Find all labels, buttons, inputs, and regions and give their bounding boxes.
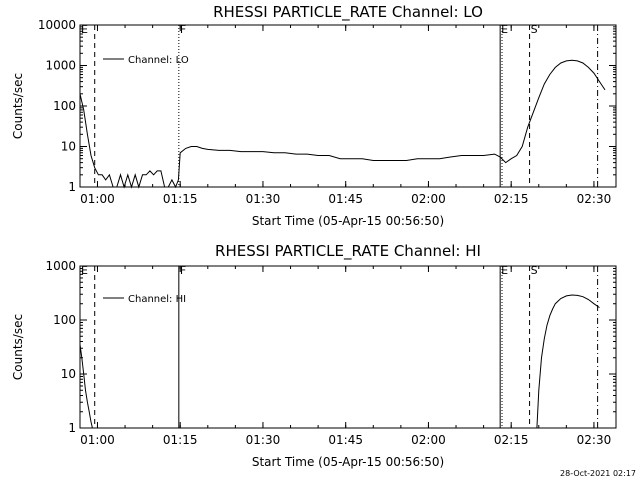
x-axis-label: Start Time (05-Apr-15 00:56:50)	[252, 455, 444, 469]
x-tick-label: 01:15	[163, 433, 198, 447]
x-tick-label: 01:00	[80, 433, 115, 447]
legend-label: Channel: HI	[128, 294, 186, 305]
y-tick-label: 10000	[38, 18, 76, 32]
series-line	[79, 294, 600, 429]
chart-panel-lo: RHESSI PARTICLE_RATE Channel: LO Counts/…	[11, 3, 617, 228]
y-tick-label: 1000	[45, 259, 76, 273]
y-tick-label: 100	[53, 99, 76, 113]
x-tick-label: 02:30	[577, 433, 612, 447]
flag-label: S	[531, 23, 538, 36]
y-tick-label: 1	[68, 421, 76, 435]
x-tick-label: 01:45	[328, 192, 363, 206]
x-tick-label: 02:15	[494, 433, 529, 447]
y-tick-label: 100	[53, 313, 76, 327]
series-line	[79, 59, 606, 189]
flag-label: S	[531, 264, 538, 277]
legend-label: Channel: LO	[128, 55, 189, 66]
x-tick-label: 01:00	[80, 192, 115, 206]
series-group	[79, 294, 600, 429]
chart-title: RHESSI PARTICLE_RATE Channel: HI	[215, 242, 481, 261]
plot-frame	[79, 265, 617, 429]
x-tick-label: 02:00	[411, 192, 446, 206]
flag-label: E	[501, 23, 508, 36]
y-tick-label: 1000	[45, 59, 76, 73]
flag-label: F	[180, 23, 186, 36]
y-axis-ticks: 1 10 100 1000 10000	[38, 18, 616, 194]
x-tick-label: 02:30	[577, 192, 612, 206]
flag-label: E	[81, 23, 88, 36]
chart-panel-hi: RHESSI PARTICLE_RATE Channel: HI Counts/…	[11, 242, 617, 469]
x-tick-label: 02:15	[494, 192, 529, 206]
x-axis-ticks: 01:00 01:15 01:30 01:45 02:00 02:15 02:30	[80, 25, 611, 206]
y-tick-label: 1	[68, 180, 76, 194]
series-group	[79, 59, 606, 189]
x-tick-label: 01:30	[246, 433, 281, 447]
x-tick-label: 01:45	[328, 433, 363, 447]
x-tick-label: 02:00	[411, 433, 446, 447]
flag-label: F	[180, 264, 186, 277]
legend: Channel: HI	[103, 294, 186, 305]
y-tick-label: 10	[61, 367, 76, 381]
chart-title: RHESSI PARTICLE_RATE Channel: LO	[213, 3, 483, 22]
x-tick-label: 01:30	[246, 192, 281, 206]
timestamp: 28-Oct-2021 02:17	[560, 469, 636, 478]
x-axis-ticks: 01:00 01:15 01:30 01:45 02:00 02:15 02:30	[80, 266, 611, 447]
x-tick-label: 01:15	[163, 192, 198, 206]
flag-label: E	[81, 264, 88, 277]
y-axis-label: Counts/sec	[11, 314, 25, 380]
y-axis-label: Counts/sec	[11, 73, 25, 139]
flag-label: E	[501, 264, 508, 277]
x-axis-label: Start Time (05-Apr-15 00:56:50)	[252, 214, 444, 228]
y-axis-ticks: 1 10 100 1000	[45, 259, 616, 435]
legend: Channel: LO	[103, 55, 189, 66]
y-tick-label: 10	[61, 140, 76, 154]
